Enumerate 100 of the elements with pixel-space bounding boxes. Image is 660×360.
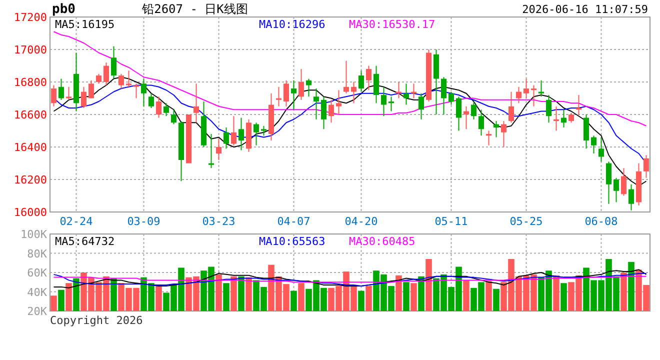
candlestick — [516, 86, 522, 104]
y-tick-label: 16200 — [14, 174, 47, 186]
candlestick — [628, 184, 634, 211]
candlestick — [440, 76, 447, 115]
x-tick-label: 04-20 — [344, 215, 378, 228]
candlestick — [576, 94, 582, 115]
candlestick — [66, 86, 72, 100]
candlestick — [620, 168, 627, 196]
candlestick — [306, 78, 312, 98]
line-series — [53, 272, 647, 286]
y-tick-label: 40K — [27, 286, 48, 299]
candlestick — [388, 96, 394, 112]
candlestick — [606, 161, 612, 204]
candlestick — [260, 125, 267, 136]
candlestick — [230, 116, 237, 146]
candlestick — [343, 60, 350, 94]
candlestick — [336, 90, 342, 115]
candlestick — [350, 82, 357, 104]
candlestick — [470, 101, 477, 120]
legend-label: MA10:65563 — [259, 235, 326, 248]
candlestick — [58, 78, 64, 100]
candlestick — [493, 120, 500, 138]
candlestick — [456, 96, 462, 132]
y-tick-label: 17000 — [14, 44, 47, 56]
text: 2026-06-16 11:07:59 — [522, 3, 648, 16]
candlestick — [283, 80, 290, 107]
candlestick — [320, 96, 327, 130]
candlestick — [193, 83, 200, 124]
candlestick — [448, 91, 454, 106]
candlestick — [396, 82, 402, 99]
candlestick — [508, 91, 514, 124]
legend-label: MA30:16530.17 — [349, 18, 436, 31]
candlestick — [380, 86, 387, 117]
candlestick — [560, 109, 567, 128]
x-tick-label: 06-08 — [584, 215, 618, 228]
y-tick-label: 100K — [20, 228, 48, 241]
candlestick — [590, 135, 597, 154]
x-tick-label: 03-23 — [202, 215, 236, 228]
y-tick-label: 16800 — [14, 76, 47, 89]
x-tick-label: 05-25 — [510, 215, 543, 228]
candlestick — [568, 112, 574, 124]
candlestick — [163, 102, 170, 117]
legend-label: MA5:16195 — [55, 18, 115, 31]
candlestick — [133, 83, 140, 99]
candlestick — [148, 92, 154, 108]
candlestick — [583, 114, 590, 150]
x-tick-label: 05-11 — [434, 215, 468, 228]
candlestick — [613, 177, 620, 203]
candlestick — [110, 46, 117, 80]
candlestick — [366, 65, 372, 91]
candlestick — [298, 68, 304, 100]
candlestick — [208, 134, 214, 169]
x-tick-label: 03-09 — [127, 215, 160, 228]
candlestick — [530, 84, 537, 107]
candlestick — [538, 80, 544, 98]
y-tick-label: 80K — [27, 247, 48, 260]
candlestick — [553, 106, 560, 132]
candlestick — [88, 80, 94, 99]
chart-title: 铅2607 - 日K线图 — [141, 2, 248, 16]
candlestick — [216, 138, 222, 160]
x-tick-label: 02-24 — [60, 215, 94, 228]
y-tick-label: 16000 — [14, 206, 47, 219]
candlestick — [643, 154, 650, 178]
y-tick-label: 60K — [27, 266, 48, 280]
candlestick — [478, 109, 484, 136]
candlestick — [463, 106, 470, 130]
candlestick — [253, 122, 260, 146]
candlestick — [523, 78, 530, 99]
candlestick — [276, 86, 282, 107]
y-tick-label: 20K — [27, 305, 48, 318]
candlestick — [96, 73, 102, 84]
candlestick — [50, 84, 57, 107]
text: MA5:64732 — [55, 235, 115, 248]
legend-label: MA30:60485 — [349, 235, 416, 248]
candlestick — [103, 62, 110, 86]
candlestick — [170, 109, 177, 125]
text: Copyright 2026 — [50, 314, 143, 327]
y-tick-label: 17200 — [14, 11, 47, 24]
x-tick-label: 04-07 — [277, 215, 310, 228]
candlestick — [403, 83, 410, 106]
chart-subtitle: pb0 — [52, 2, 76, 17]
candlestick — [313, 88, 320, 120]
candlestick — [140, 78, 147, 107]
candlestick — [486, 130, 492, 146]
candlestick — [410, 83, 417, 99]
candlestick — [373, 65, 380, 104]
candlestick — [80, 86, 87, 108]
candlestick — [418, 92, 424, 120]
candlestick — [500, 120, 507, 148]
candlestick — [118, 73, 124, 89]
y-tick-label: 16600 — [14, 108, 47, 122]
candlestick — [328, 99, 334, 124]
candlestick — [223, 127, 230, 150]
candlestick — [546, 94, 552, 124]
line-series — [53, 31, 647, 126]
candlestick — [598, 136, 604, 162]
candlestick — [126, 70, 132, 88]
candlestick — [358, 70, 364, 92]
candlestick — [290, 80, 297, 110]
legend-label: MA10:16296 — [259, 18, 326, 31]
